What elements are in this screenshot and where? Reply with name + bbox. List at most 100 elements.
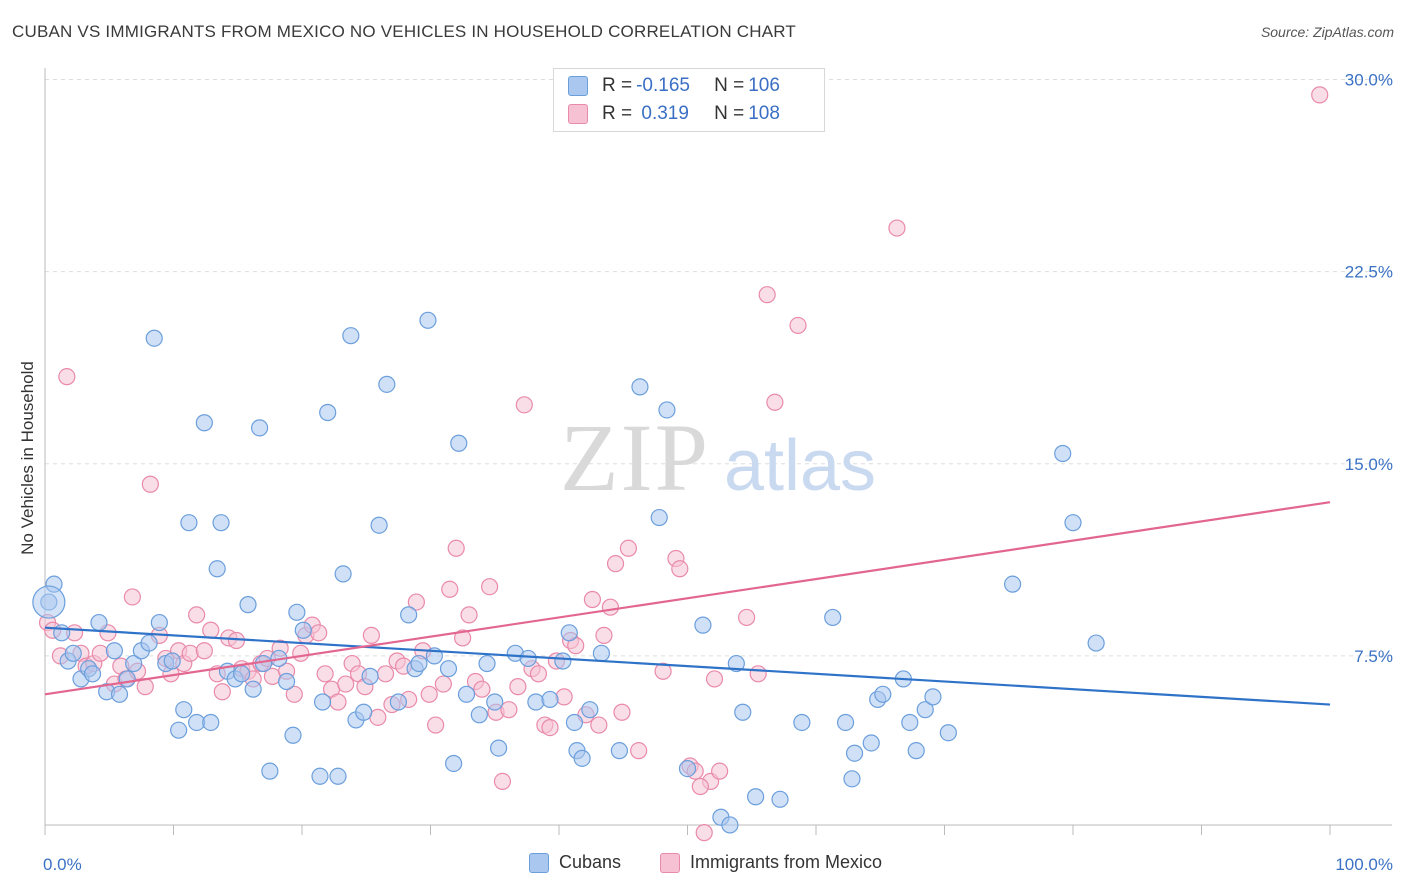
legend-row-mexico: R = 0.319 N = 108	[568, 101, 780, 127]
data-point-cubans	[939, 724, 957, 742]
data-point-cubans	[105, 642, 123, 660]
data-point-mexico	[705, 670, 724, 688]
data-point-cubans	[125, 654, 143, 673]
data-point-cubans	[175, 701, 193, 719]
correlation-legend: R = -0.165 N = 106 R = 0.319 N = 108	[553, 68, 825, 132]
data-point-cubans	[140, 634, 158, 652]
data-point-mexico	[123, 588, 141, 606]
data-point-mexico	[888, 219, 906, 237]
data-point-mexico	[316, 665, 334, 683]
x-tick-label: 0.0%	[43, 855, 82, 874]
data-point-cubans	[319, 403, 337, 422]
y-tick-label: 7.5%	[1354, 647, 1393, 666]
data-point-cubans	[560, 624, 578, 642]
y-tick-label: 15.0%	[1345, 455, 1393, 474]
legend-item-mexico: Immigrants from Mexico	[660, 852, 882, 873]
data-point-cubans	[907, 742, 925, 760]
data-point-mexico	[407, 593, 425, 611]
x-tick-label: 100.0%	[1335, 855, 1393, 874]
data-point-cubans	[83, 665, 102, 683]
data-point-cubans	[118, 670, 136, 688]
data-point-mexico	[310, 624, 328, 642]
data-point-cubans	[874, 685, 892, 703]
data-point-cubans	[610, 742, 628, 760]
data-point-cubans	[277, 672, 296, 691]
trend-line-cubans	[44, 626, 1331, 706]
data-point-mexico	[434, 675, 452, 693]
data-point-cubans	[836, 713, 855, 732]
data-point-cubans	[445, 754, 463, 773]
data-point-cubans	[573, 749, 591, 767]
data-point-cubans	[592, 644, 611, 662]
data-point-mexico	[789, 316, 807, 335]
data-point-cubans	[650, 508, 668, 527]
data-point-mexico	[58, 368, 76, 386]
legend-label-cubans: Cubans	[559, 852, 622, 872]
trend-line-mexico	[44, 501, 1331, 696]
data-point-cubans	[486, 693, 504, 711]
data-point-mexico	[711, 762, 729, 780]
data-point-mexico	[541, 719, 559, 737]
data-point-cubans	[554, 652, 572, 670]
data-point-cubans	[439, 660, 458, 678]
data-point-cubans	[419, 311, 437, 329]
legend-item-cubans: Cubans	[529, 852, 621, 873]
legend-r-value: -0.165	[636, 75, 690, 96]
data-point-cubans	[250, 419, 269, 437]
series-legend: Cubans Immigrants from Mexico	[0, 852, 1406, 876]
legend-swatch-mexico	[660, 852, 680, 873]
data-point-mexico	[601, 598, 620, 616]
data-point-cubans	[208, 560, 226, 578]
data-point-cubans	[916, 701, 934, 719]
data-point-mexico	[141, 475, 159, 493]
data-point-mexico	[337, 675, 355, 693]
data-point-mexico	[202, 621, 220, 639]
data-point-cubans	[658, 401, 676, 419]
legend-n-label: N =	[714, 103, 745, 124]
data-point-cubans	[721, 816, 739, 834]
data-point-cubans	[288, 603, 306, 621]
data-point-mexico	[738, 608, 756, 627]
data-point-cubans	[771, 790, 789, 808]
data-point-cubans	[734, 703, 752, 721]
data-point-cubans	[631, 378, 649, 396]
data-point-mexico	[329, 693, 347, 711]
data-point-cubans	[202, 713, 220, 732]
data-point-cubans	[378, 375, 396, 393]
data-point-cubans	[64, 644, 82, 662]
data-point-mexico	[1311, 86, 1329, 104]
data-point-mexico	[583, 590, 602, 609]
data-point-mexico	[509, 678, 527, 696]
data-point-cubans	[389, 693, 407, 711]
chart-title: CUBAN VS IMMIGRANTS FROM MEXICO NO VEHIC…	[12, 22, 796, 41]
data-point-cubans	[212, 514, 230, 532]
data-point-mexico	[188, 606, 206, 624]
data-point-mexico	[181, 644, 199, 662]
legend-r-label: R =	[602, 103, 633, 124]
legend-label-mexico: Immigrants from Mexico	[690, 852, 883, 872]
data-point-mexico	[515, 396, 533, 414]
tick-labels: 7.5% 15.0% 22.5% 30.0% 0.0% 100.0%	[43, 71, 1393, 875]
data-point-mexico	[292, 644, 310, 662]
data-point-cubans	[370, 516, 388, 534]
legend-r-value: 0.319	[636, 103, 689, 124]
data-point-mexico	[376, 665, 395, 683]
data-point-mexico	[671, 560, 689, 578]
data-point-mexico	[420, 685, 438, 703]
data-point-cubans	[450, 434, 468, 452]
data-point-cubans	[410, 654, 428, 673]
axes	[44, 68, 1392, 835]
data-point-cubans	[334, 565, 352, 583]
y-tick-label: 30.0%	[1345, 71, 1393, 90]
data-point-cubans	[862, 734, 880, 752]
data-point-cubans	[747, 788, 765, 806]
data-point-cubans	[1054, 444, 1072, 463]
data-point-cubans	[1087, 634, 1105, 652]
data-point-mexico	[473, 680, 491, 698]
data-point-cubans	[694, 616, 712, 634]
data-point-cubans	[527, 693, 545, 711]
data-point-cubans	[329, 767, 347, 785]
data-point-mexico	[285, 685, 303, 703]
data-point-mexico	[493, 772, 512, 790]
data-point-mexico	[460, 606, 478, 624]
